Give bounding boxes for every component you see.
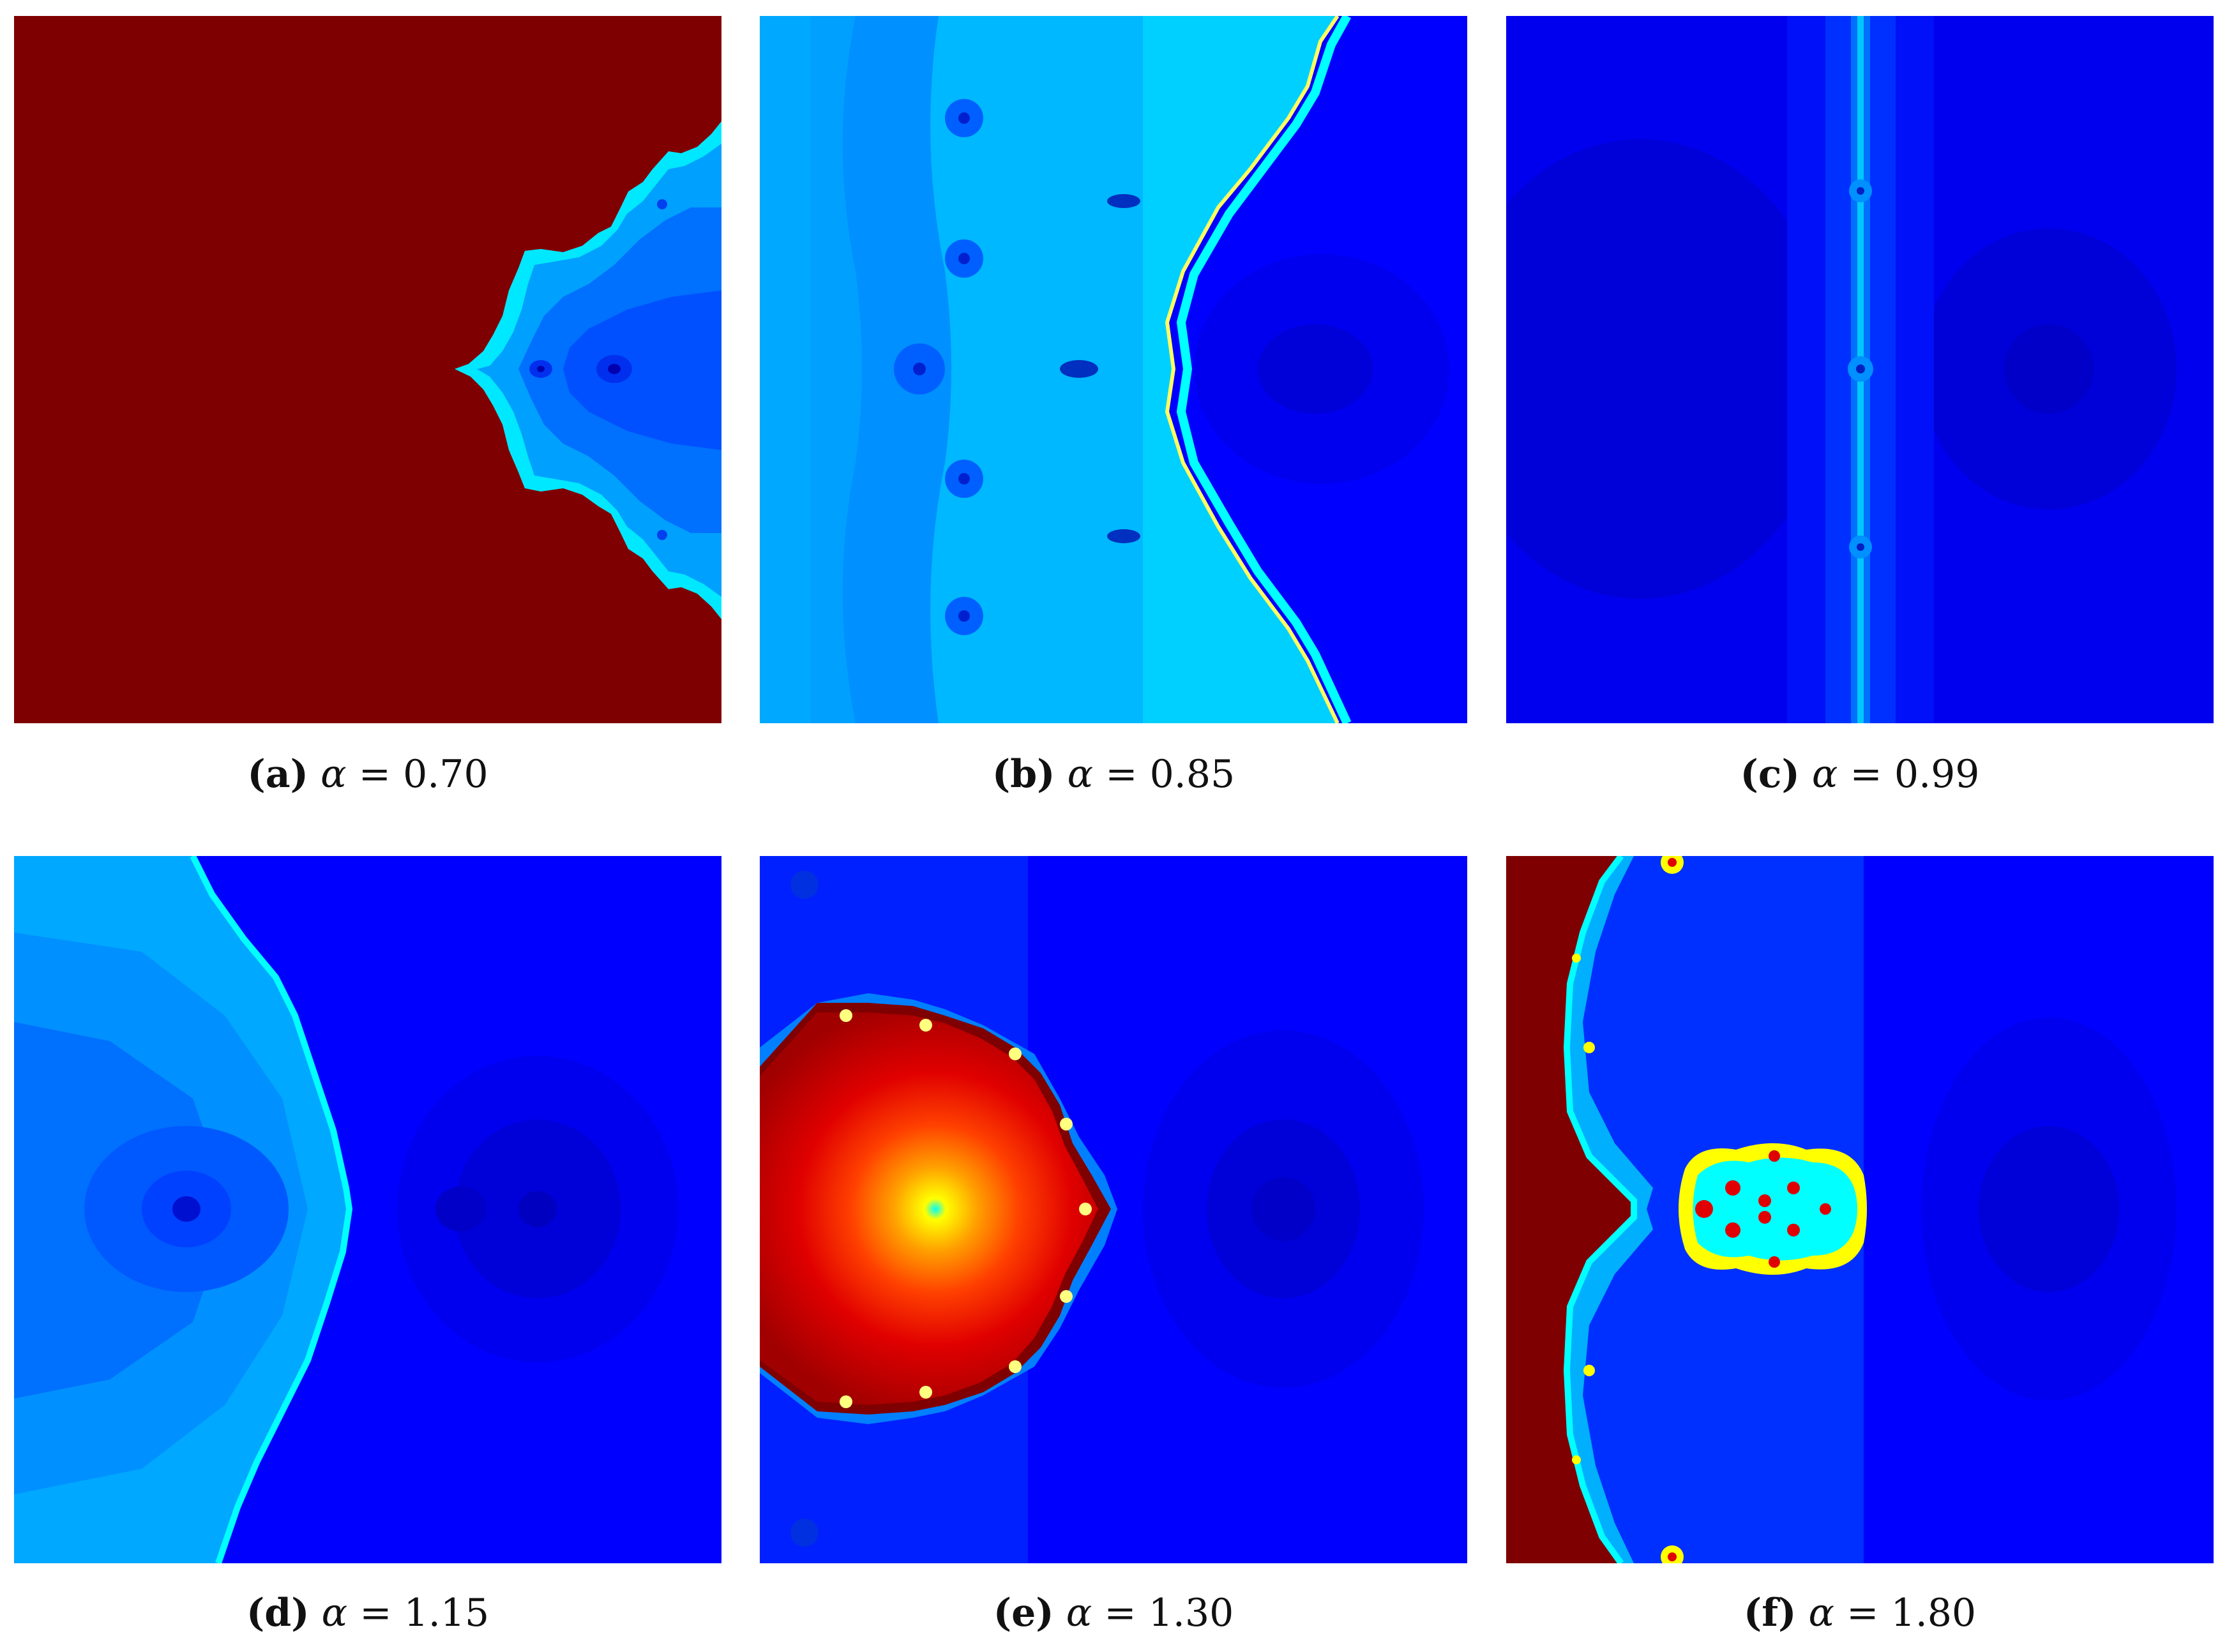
open-paren: ( (1740, 752, 1758, 797)
caption-c: (c) α = 0.99 (1506, 755, 2214, 793)
fractal-panel-c (1506, 16, 2214, 723)
equals-sign: = (358, 752, 391, 797)
alpha-value: 0.99 (1894, 752, 1980, 797)
alpha-value: 1.15 (404, 1591, 490, 1635)
close-paren: ) (1036, 1591, 1054, 1635)
alpha-symbol: α (321, 752, 347, 797)
fractal-panel-f (1506, 856, 2214, 1563)
equals-sign: = (359, 1591, 392, 1635)
alpha-value: 1.80 (1891, 1591, 1977, 1635)
equals-sign: = (1104, 1591, 1136, 1635)
panel-label: e (1011, 1591, 1036, 1635)
open-paren: ( (247, 752, 266, 797)
close-paren: ) (291, 1591, 310, 1635)
caption-a: (a) α = 0.70 (14, 755, 721, 793)
close-paren: ) (1778, 1591, 1797, 1635)
equals-sign: = (1105, 752, 1138, 797)
panel-label: c (1758, 752, 1782, 797)
equals-sign: = (1846, 1591, 1879, 1635)
close-paren: ) (290, 752, 309, 797)
caption-f: (f) α = 1.80 (1506, 1594, 2214, 1632)
panel-label: d (264, 1591, 292, 1635)
alpha-value: 0.85 (1149, 752, 1235, 797)
alpha-symbol: α (321, 1591, 348, 1635)
panel-label: f (1762, 1591, 1779, 1635)
alpha-symbol: α (1067, 752, 1094, 797)
equals-sign: = (1850, 752, 1882, 797)
panel-label: a (265, 752, 291, 797)
caption-d: (d) α = 1.15 (14, 1594, 721, 1632)
caption-e: (e) α = 1.30 (760, 1594, 1467, 1632)
alpha-symbol: α (1808, 1591, 1835, 1635)
close-paren: ) (1781, 752, 1800, 797)
fractal-panel-d (14, 856, 721, 1563)
panel-label: b (1010, 752, 1038, 797)
open-paren: ( (246, 1591, 265, 1635)
alpha-value: 1.30 (1148, 1591, 1234, 1635)
alpha-value: 0.70 (403, 752, 488, 797)
open-paren: ( (1743, 1591, 1762, 1635)
caption-b: (b) α = 0.85 (760, 755, 1467, 793)
open-paren: ( (993, 1591, 1012, 1635)
fractal-panel-a (14, 16, 721, 723)
fractal-panel-e (760, 856, 1467, 1563)
open-paren: ( (992, 752, 1011, 797)
alpha-symbol: α (1066, 1591, 1092, 1635)
close-paren: ) (1037, 752, 1055, 797)
alpha-symbol: α (1811, 752, 1838, 797)
fractal-panel-b (760, 16, 1467, 723)
